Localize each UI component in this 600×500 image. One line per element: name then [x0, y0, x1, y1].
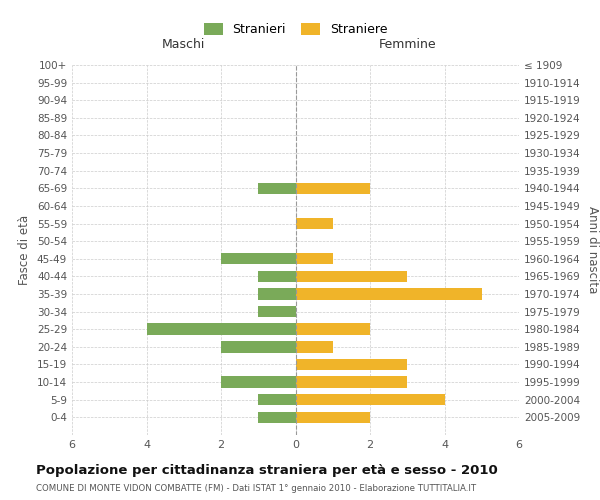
- Text: Maschi: Maschi: [162, 38, 205, 51]
- Bar: [296, 341, 333, 352]
- Bar: [221, 341, 296, 352]
- Bar: [258, 270, 296, 282]
- Bar: [296, 394, 445, 406]
- Bar: [296, 324, 370, 335]
- Bar: [296, 358, 407, 370]
- Bar: [296, 218, 333, 229]
- Bar: [296, 376, 407, 388]
- Bar: [258, 306, 296, 318]
- Bar: [296, 182, 370, 194]
- Text: Popolazione per cittadinanza straniera per età e sesso - 2010: Popolazione per cittadinanza straniera p…: [36, 464, 498, 477]
- Text: COMUNE DI MONTE VIDON COMBATTE (FM) - Dati ISTAT 1° gennaio 2010 - Elaborazione : COMUNE DI MONTE VIDON COMBATTE (FM) - Da…: [36, 484, 476, 493]
- Bar: [296, 412, 370, 423]
- Text: Femmine: Femmine: [379, 38, 436, 51]
- Bar: [296, 270, 407, 282]
- Y-axis label: Fasce di età: Fasce di età: [19, 215, 31, 285]
- Legend: Stranieri, Straniere: Stranieri, Straniere: [200, 20, 391, 40]
- Y-axis label: Anni di nascita: Anni di nascita: [586, 206, 599, 294]
- Bar: [258, 288, 296, 300]
- Bar: [258, 412, 296, 423]
- Bar: [221, 376, 296, 388]
- Bar: [258, 182, 296, 194]
- Bar: [296, 288, 482, 300]
- Bar: [258, 394, 296, 406]
- Bar: [146, 324, 296, 335]
- Bar: [221, 253, 296, 264]
- Bar: [296, 253, 333, 264]
